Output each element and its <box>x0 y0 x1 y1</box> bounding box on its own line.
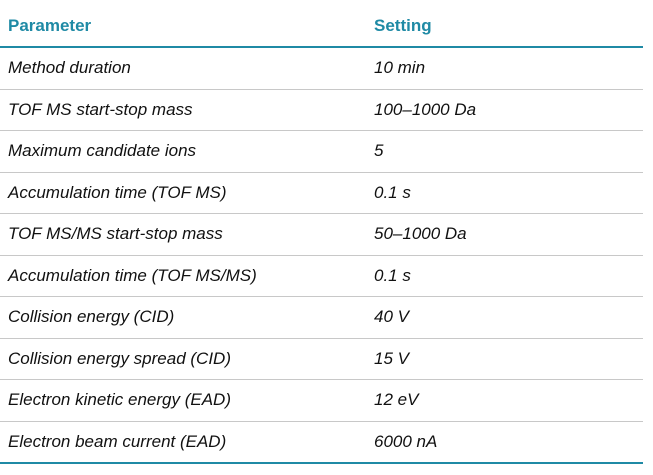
setting-cell: 6000 nA <box>366 421 643 464</box>
parameter-cell: Electron beam current (EAD) <box>0 421 366 464</box>
table-row: Electron beam current (EAD) 6000 nA <box>0 421 643 464</box>
table-row: Method duration 10 min <box>0 47 643 90</box>
table-body: Method duration 10 min TOF MS start-stop… <box>0 47 643 464</box>
parameter-cell: Electron kinetic energy (EAD) <box>0 379 366 422</box>
table-row: Collision energy spread (CID) 15 V <box>0 338 643 380</box>
setting-cell: 50–1000 Da <box>366 213 643 256</box>
setting-cell: 0.1 s <box>366 172 643 214</box>
table-row: Collision energy (CID) 40 V <box>0 296 643 339</box>
column-header-parameter: Parameter <box>0 6 366 48</box>
table-row: Maximum candidate ions 5 <box>0 130 643 173</box>
parameter-cell: Method duration <box>0 47 366 90</box>
parameter-cell: Accumulation time (TOF MS/MS) <box>0 255 366 297</box>
table-row: TOF MS start-stop mass 100–1000 Da <box>0 89 643 131</box>
header-row: Parameter Setting <box>0 6 643 48</box>
parameter-cell: Accumulation time (TOF MS) <box>0 172 366 214</box>
table-row: Accumulation time (TOF MS/MS) 0.1 s <box>0 255 643 297</box>
setting-cell: 40 V <box>366 296 643 339</box>
table-row: TOF MS/MS start-stop mass 50–1000 Da <box>0 213 643 256</box>
setting-cell: 0.1 s <box>366 255 643 297</box>
setting-cell: 12 eV <box>366 379 643 422</box>
table-header: Parameter Setting <box>0 6 643 48</box>
table-row: Accumulation time (TOF MS) 0.1 s <box>0 172 643 214</box>
setting-cell: 5 <box>366 130 643 173</box>
parameter-cell: Collision energy (CID) <box>0 296 366 339</box>
parameter-cell: Collision energy spread (CID) <box>0 338 366 380</box>
parameter-table-container: Parameter Setting Method duration 10 min… <box>0 6 643 464</box>
setting-cell: 100–1000 Da <box>366 89 643 131</box>
column-header-setting: Setting <box>366 6 643 48</box>
setting-cell: 10 min <box>366 47 643 90</box>
table-row: Electron kinetic energy (EAD) 12 eV <box>0 379 643 422</box>
parameter-table: Parameter Setting Method duration 10 min… <box>0 6 643 464</box>
setting-cell: 15 V <box>366 338 643 380</box>
parameter-cell: Maximum candidate ions <box>0 130 366 173</box>
parameter-cell: TOF MS/MS start-stop mass <box>0 213 366 256</box>
parameter-cell: TOF MS start-stop mass <box>0 89 366 131</box>
